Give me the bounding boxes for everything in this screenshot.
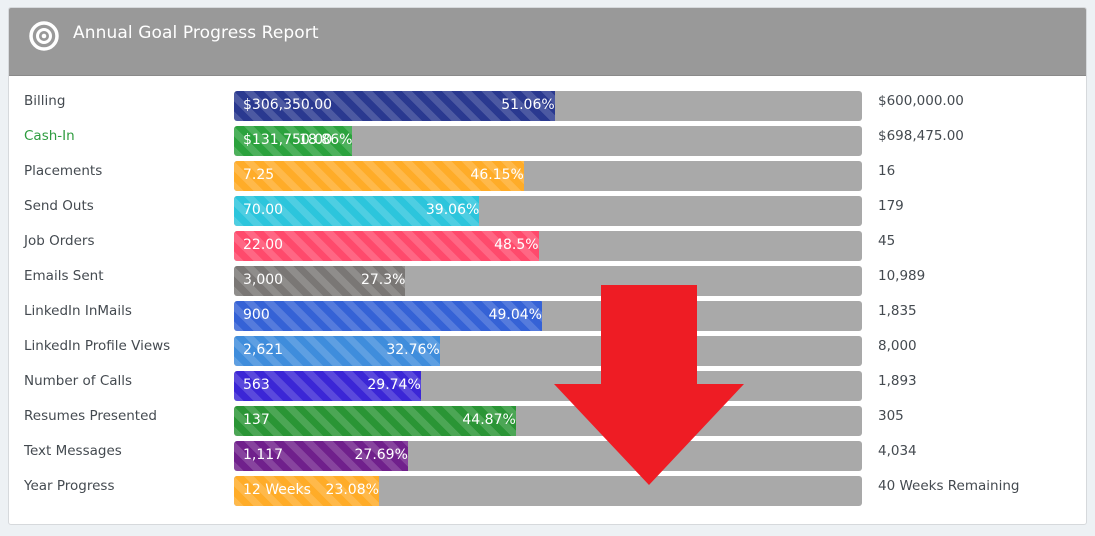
progress-fill: 900 49.04% [234,301,542,331]
goal-target: $698,475.00 [878,128,964,144]
goal-target: 10,989 [878,268,926,284]
goal-row: LinkedIn InMails 900 49.04% 1,835 [9,301,1086,332]
progress-value: 1,117 [243,447,284,463]
goal-label: LinkedIn Profile Views [24,338,171,354]
progress-bar: 1,117 27.69% [234,441,862,471]
goal-row: Placements 7.25 46.15% 16 [9,161,1086,192]
goal-target: 45 [878,233,896,249]
progress-percent: 44.87% [462,412,516,428]
progress-value: $131,750.00 [243,132,333,148]
goal-row: Job Orders 22.00 48.5% 45 [9,231,1086,262]
goal-label: Text Messages [24,443,122,459]
goal-target: 40 Weeks Remaining [878,478,1020,494]
progress-value: 137 [243,412,270,428]
progress-percent: 27.3% [360,272,406,288]
progress-value: 22.00 [243,237,284,253]
goal-label: Cash-In [24,128,75,144]
goal-target: 305 [878,408,904,424]
goal-label: Emails Sent [24,268,104,284]
progress-fill: 563 29.74% [234,371,421,401]
progress-percent: 46.15% [470,167,524,183]
goal-row: Send Outs 70.00 39.06% 179 [9,196,1086,227]
progress-bar: 22.00 48.5% [234,231,862,261]
goal-label: Number of Calls [24,373,133,389]
progress-value: 3,000 [243,272,284,288]
progress-fill: 12 Weeks 23.08% [234,476,379,506]
progress-percent: 32.76% [386,342,440,358]
progress-percent: 23.08% [325,482,379,498]
progress-value: 70.00 [243,202,284,218]
progress-bar: 137 44.87% [234,406,862,436]
progress-bar: 2,621 32.76% [234,336,862,366]
progress-value: 7.25 [243,167,275,183]
goal-label: Year Progress [24,478,115,494]
progress-percent: 51.06% [501,97,555,113]
goal-target: 16 [878,163,896,179]
progress-percent: 39.06% [425,202,480,218]
goal-row: Emails Sent 3,000 27.3% 10,989 [9,266,1086,297]
progress-percent: 29.74% [367,377,421,393]
progress-fill: 22.00 48.5% [234,231,539,261]
goal-target: 4,034 [878,443,917,459]
progress-bar: 900 49.04% [234,301,862,331]
progress-fill: 1,117 27.69% [234,441,408,471]
goal-progress-panel: Annual Goal Progress Report Billing $306,… [8,7,1087,525]
goal-target: $600,000.00 [878,93,964,109]
goal-row: LinkedIn Profile Views 2,621 32.76% 8,000 [9,336,1086,367]
progress-fill: 2,621 32.76% [234,336,440,366]
progress-percent: 49.04% [488,307,542,323]
target-icon [29,21,59,51]
progress-percent: 27.69% [354,447,408,463]
goal-label: Resumes Presented [24,408,157,424]
goal-target: 1,835 [878,303,917,319]
progress-value: $306,350.00 [243,97,333,113]
progress-value: 2,621 [243,342,284,358]
progress-percent: 18.86% [299,132,353,148]
progress-bar: 12 Weeks 23.08% [234,476,862,506]
goal-label: Placements [24,163,103,179]
goal-label: LinkedIn InMails [24,303,132,319]
progress-bar: $306,350.00 51.06% [234,91,862,121]
progress-value: 900 [243,307,270,323]
progress-bar: 563 29.74% [234,371,862,401]
goal-target: 179 [878,198,904,214]
goal-row: Cash-In $131,750.00 18.86% $698,475.00 [9,126,1086,157]
progress-fill: 3,000 27.3% [234,266,406,296]
progress-fill: 137 44.87% [234,406,516,436]
goal-row: Number of Calls 563 29.74% 1,893 [9,371,1086,402]
page-title: Annual Goal Progress Report [73,23,319,43]
progress-fill: 7.25 46.15% [234,161,524,191]
progress-fill: $306,350.00 51.06% [234,91,555,121]
progress-bar: $131,750.00 18.86% [234,126,862,156]
progress-fill: 70.00 39.06% [234,196,480,226]
goal-label: Send Outs [24,198,94,214]
goal-target: 8,000 [878,338,917,354]
goal-row: Resumes Presented 137 44.87% 305 [9,406,1086,437]
progress-bar: 70.00 39.06% [234,196,862,226]
goal-label: Job Orders [24,233,95,249]
goal-row: Text Messages 1,117 27.69% 4,034 [9,441,1086,472]
progress-bar: 3,000 27.3% [234,266,862,296]
goal-label: Billing [24,93,66,109]
progress-value: 12 Weeks [243,482,311,498]
progress-value: 563 [243,377,270,393]
progress-bar: 7.25 46.15% [234,161,862,191]
panel-header: Annual Goal Progress Report [9,8,1086,76]
goal-row: Billing $306,350.00 51.06% $600,000.00 [9,91,1086,122]
progress-fill: $131,750.00 18.86% [234,126,353,156]
progress-percent: 48.5% [494,237,539,253]
down-arrow-icon [554,285,744,485]
goal-row: Year Progress 12 Weeks 23.08% 40 Weeks Rema… [9,476,1086,507]
goal-target: 1,893 [878,373,917,389]
